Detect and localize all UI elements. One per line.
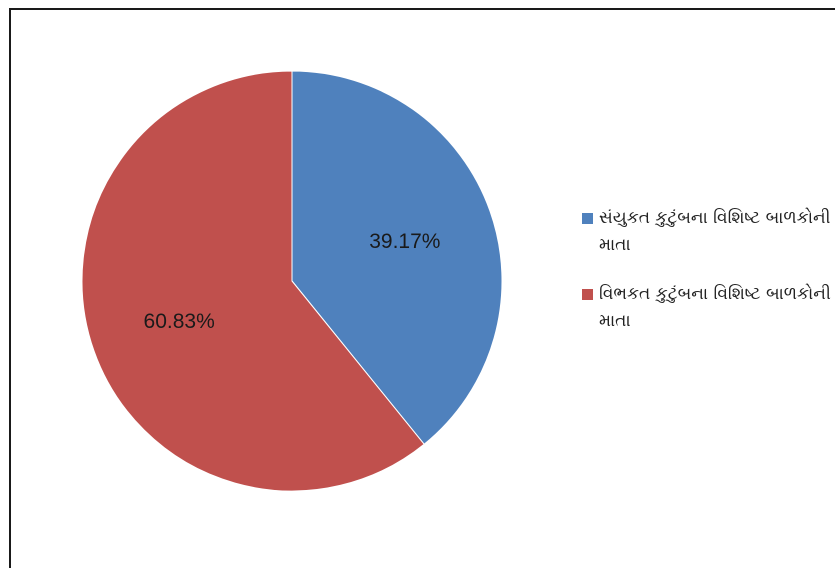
legend-item-nuclear-family: વિભકત કુટુંબના વિશિષ્ટ બાળકોની માતા: [582, 281, 832, 335]
pie-label-joint-family: 39.17%: [369, 230, 440, 253]
pie-chart: 39.17% 60.83%: [81, 70, 503, 492]
chart-legend: સંયુકત કુટુંબના વિશિષ્ટ બાળકોની માતા વિભ…: [582, 205, 832, 357]
legend-swatch-nuclear-family: [582, 289, 593, 300]
legend-swatch-joint-family: [582, 213, 593, 224]
legend-item-joint-family: સંયુકત કુટુંબના વિશિષ્ટ બાળકોની માતા: [582, 205, 832, 259]
pie-slice-nuclear-family: [81, 70, 425, 492]
legend-label-nuclear-family: વિભકત કુટુંબના વિશિષ્ટ બાળકોની માતા: [599, 284, 831, 331]
legend-label-joint-family: સંયુકત કુટુંબના વિશિષ્ટ બાળકોની માતા: [599, 208, 831, 255]
pie-label-nuclear-family: 60.83%: [144, 310, 215, 333]
chart-frame: [9, 8, 835, 568]
pie-slice-joint-family: [291, 70, 503, 445]
